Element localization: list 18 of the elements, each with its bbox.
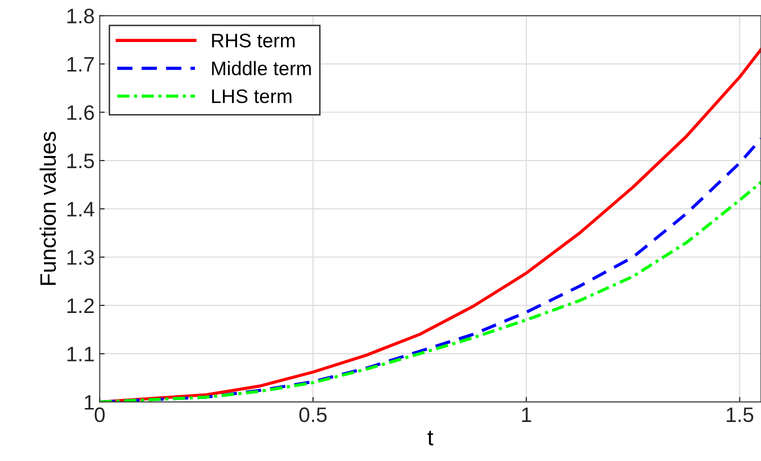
x-tick-label: 1 (522, 408, 532, 422)
x-tick-label: 1.5 (726, 408, 754, 422)
legend-label: RHS term (212, 34, 295, 48)
legend-label: Middle term (212, 61, 311, 76)
legend-label: LHS term (212, 89, 292, 104)
x-tick-label: 0.5 (299, 407, 327, 422)
y-tick-label: 1.7 (67, 57, 94, 72)
y-tick-label: 1.1 (67, 346, 94, 362)
y-tick-label: 1.2 (67, 298, 94, 313)
x-axis-title: t (428, 430, 434, 446)
y-tick-label: 1.5 (67, 154, 94, 168)
y-tick-label: 1.4 (67, 202, 94, 216)
x-tick-label: 0 (94, 407, 105, 422)
y-tick-label: 1.8 (67, 8, 94, 24)
y-tick-label: 1.6 (67, 105, 94, 120)
y-tick-label: 1 (84, 395, 94, 410)
y-axis-title: Function values (40, 132, 56, 285)
y-tick-label: 1.3 (67, 250, 94, 265)
